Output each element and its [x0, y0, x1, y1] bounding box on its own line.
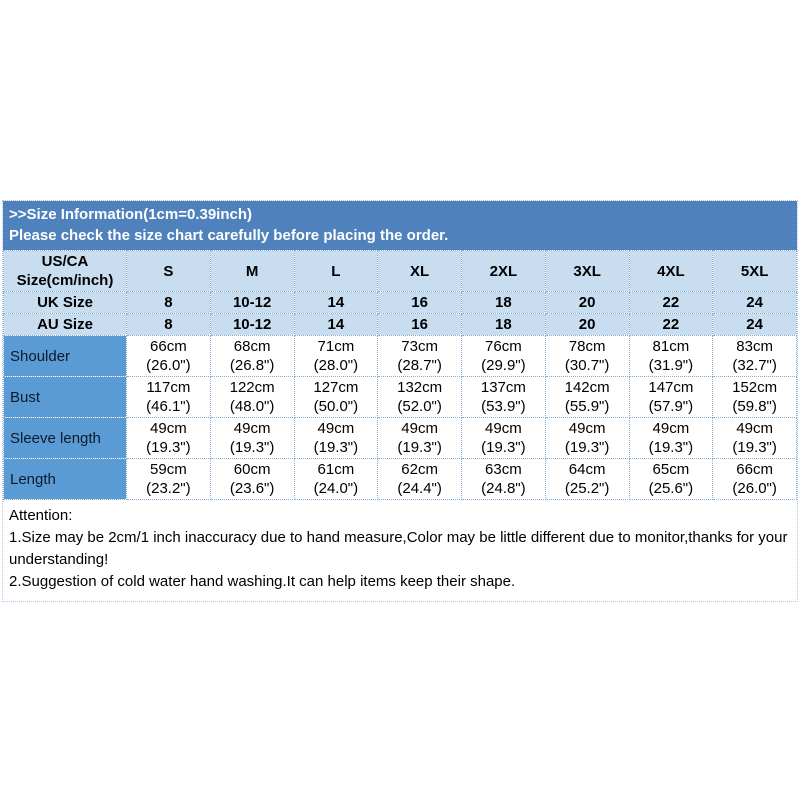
size-chart-content: >>Size Information(1cm=0.39inch) Please …	[2, 200, 798, 602]
measure-value: 127cm (50.0")	[293, 376, 379, 418]
au-size-value: 16	[377, 313, 462, 336]
measure-value: 61cm (24.0")	[293, 458, 379, 500]
measure-value: 137cm (53.9")	[461, 376, 546, 418]
measure-label: Shoulder	[3, 335, 127, 377]
size-header-cell: XL	[377, 250, 462, 292]
banner-subtitle: Please check the size chart carefully be…	[9, 227, 449, 244]
size-header-cell: 4XL	[628, 250, 714, 292]
measure-value: 62cm (24.4")	[377, 458, 462, 500]
measure-value: 63cm (24.8")	[461, 458, 546, 500]
au-size-value: 24	[712, 313, 797, 336]
uk-size-value: 20	[544, 291, 630, 314]
measure-value: 49cm (19.3")	[628, 417, 714, 459]
measure-value: 117cm (46.1")	[126, 376, 211, 418]
au-size-value: 14	[293, 313, 379, 336]
size-header-cell: 3XL	[544, 250, 630, 292]
measure-value: 122cm (48.0")	[209, 376, 295, 418]
size-header-cell: 2XL	[461, 250, 546, 292]
size-table: US/CA Size(cm/inch) S M L XL 2XL 3XL 4XL…	[3, 250, 797, 500]
uk-size-value: 22	[628, 291, 714, 314]
au-size-value: 20	[544, 313, 630, 336]
size-header-cell: S	[126, 250, 211, 292]
corner-header-cell: US/CA Size(cm/inch)	[3, 250, 127, 292]
au-size-value: 10-12	[209, 313, 295, 336]
measure-value: 78cm (30.7")	[544, 335, 630, 377]
uk-size-value: 8	[126, 291, 211, 314]
banner-title: >>Size Information(1cm=0.39inch)	[9, 206, 252, 223]
attention-title: Attention:	[9, 507, 73, 524]
au-size-value: 8	[126, 313, 211, 336]
attention-line-1: 1.Size may be 2cm/1 inch inaccuracy due …	[9, 529, 788, 568]
table-row-sleeve-length: Sleeve length 49cm (19.3") 49cm (19.3") …	[3, 417, 797, 459]
measure-value: 152cm (59.8")	[712, 376, 797, 418]
uk-size-value: 24	[712, 291, 797, 314]
measure-value: 68cm (26.8")	[209, 335, 295, 377]
measure-label: Length	[3, 458, 127, 500]
measure-label: Bust	[3, 376, 127, 418]
table-row-length: Length 59cm (23.2") 60cm (23.6") 61cm (2…	[3, 458, 797, 500]
uk-size-value: 16	[377, 291, 462, 314]
measure-value: 147cm (57.9")	[628, 376, 714, 418]
measure-value: 73cm (28.7")	[377, 335, 462, 377]
au-size-value: 22	[628, 313, 714, 336]
size-info-banner: >>Size Information(1cm=0.39inch) Please …	[3, 201, 797, 250]
measure-value: 49cm (19.3")	[293, 417, 379, 459]
measure-value: 60cm (23.6")	[209, 458, 295, 500]
measure-value: 66cm (26.0")	[126, 335, 211, 377]
table-row-au-size: AU Size 8 10-12 14 16 18 20 22 24	[3, 313, 797, 336]
measure-value: 76cm (29.9")	[461, 335, 546, 377]
measure-value: 71cm (28.0")	[293, 335, 379, 377]
uk-size-value: 18	[461, 291, 546, 314]
measure-value: 49cm (19.3")	[461, 417, 546, 459]
uk-size-value: 14	[293, 291, 379, 314]
table-row-size-header: US/CA Size(cm/inch) S M L XL 2XL 3XL 4XL…	[3, 250, 797, 292]
attention-note: Attention: 1.Size may be 2cm/1 inch inac…	[3, 500, 797, 601]
measure-value: 64cm (25.2")	[544, 458, 630, 500]
size-header-cell: 5XL	[712, 250, 797, 292]
measure-value: 49cm (19.3")	[544, 417, 630, 459]
measure-value: 81cm (31.9")	[628, 335, 714, 377]
au-size-value: 18	[461, 313, 546, 336]
table-row-shoulder: Shoulder 66cm (26.0") 68cm (26.8") 71cm …	[3, 335, 797, 377]
measure-value: 49cm (19.3")	[712, 417, 797, 459]
table-row-uk-size: UK Size 8 10-12 14 16 18 20 22 24	[3, 291, 797, 314]
measure-value: 59cm (23.2")	[126, 458, 211, 500]
measure-value: 49cm (19.3")	[209, 417, 295, 459]
measure-value: 132cm (52.0")	[377, 376, 462, 418]
au-size-label: AU Size	[3, 313, 127, 336]
table-row-bust: Bust 117cm (46.1") 122cm (48.0") 127cm (…	[3, 376, 797, 418]
uk-size-label: UK Size	[3, 291, 127, 314]
measure-value: 49cm (19.3")	[377, 417, 462, 459]
measure-value: 66cm (26.0")	[712, 458, 797, 500]
measure-label: Sleeve length	[3, 417, 127, 459]
measure-value: 142cm (55.9")	[544, 376, 630, 418]
measure-value: 65cm (25.6")	[628, 458, 714, 500]
measure-value: 49cm (19.3")	[126, 417, 211, 459]
attention-line-2: 2.Suggestion of cold water hand washing.…	[9, 573, 516, 590]
measure-value: 83cm (32.7")	[712, 335, 797, 377]
size-header-cell: L	[293, 250, 379, 292]
size-header-cell: M	[209, 250, 295, 292]
uk-size-value: 10-12	[209, 291, 295, 314]
